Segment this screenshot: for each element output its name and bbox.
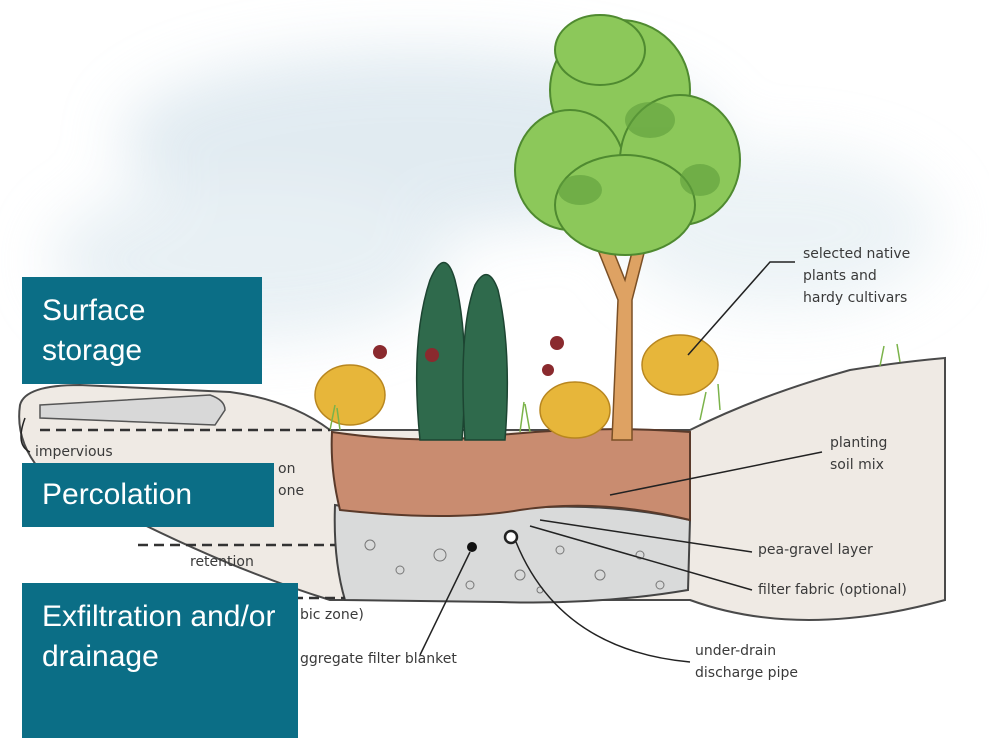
label: plants and [803,268,877,284]
grass [329,343,901,433]
label: retention [190,554,254,570]
label: soil mix [830,457,884,473]
drain-dot [467,542,477,552]
flowers [373,336,564,376]
leader-lines [20,261,823,663]
label: pea-gravel layer [758,542,873,558]
label: bic zone) [300,607,364,623]
label: filter fabric (optional) [758,582,907,598]
label: discharge pipe [695,665,798,681]
gravel-stones [364,539,665,594]
label: planting [830,435,887,451]
callout-box: Surface storage [22,277,262,384]
label: ggregate filter blanket [300,651,457,667]
label: on [278,461,295,477]
shrubs [314,334,719,439]
pipe [503,529,519,545]
callout-box: Exfiltration and/or drainage [22,583,298,738]
cypress-trees [415,261,509,441]
label: impervious [35,444,113,460]
label: hardy cultivars [803,290,907,306]
callout-box: Percolation [22,463,274,527]
canopy-shade [558,102,720,205]
label: one [278,483,304,499]
label: under-drain [695,643,776,659]
label: selected native [803,246,910,262]
pavement [39,394,226,426]
